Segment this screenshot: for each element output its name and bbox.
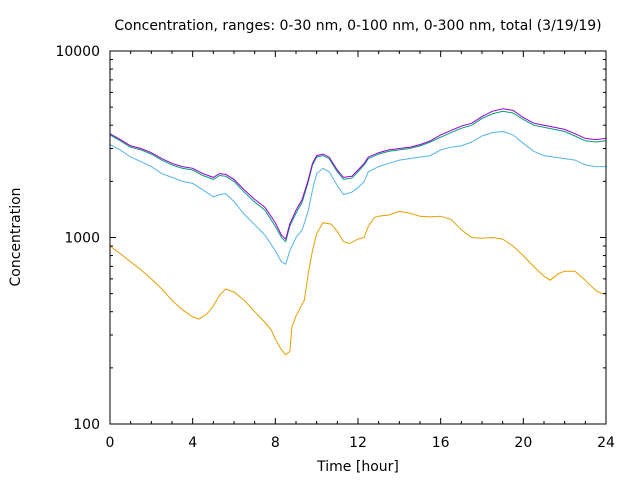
series-line-1 (109, 210, 606, 356)
x-axis-label: Time [hour] (316, 459, 399, 475)
plot-frame (109, 50, 607, 425)
chart-title: Concentration, ranges: 0-30 nm, 0-100 nm… (114, 18, 601, 34)
x-tick-label: 24 (597, 435, 615, 451)
x-tick-label: 8 (271, 435, 280, 451)
x-tick-label: 16 (432, 435, 450, 451)
series-line-3 (109, 110, 607, 243)
axes: 0 4 8 12 16 20 24 100 1000 10000 (55, 44, 615, 451)
plot-lines (109, 108, 607, 356)
y-tick-label: 10000 (55, 44, 100, 60)
x-tick-label: 12 (349, 435, 367, 451)
series-line-4 (109, 108, 607, 241)
series-line-2 (109, 130, 606, 265)
y-tick-label: 100 (73, 417, 100, 433)
x-tick-label: 4 (188, 435, 197, 451)
x-tick-label: 0 (106, 435, 115, 451)
x-tick-label: 20 (514, 435, 532, 451)
y-tick-label: 1000 (64, 231, 100, 247)
y-axis-label: Concentration (8, 187, 24, 286)
